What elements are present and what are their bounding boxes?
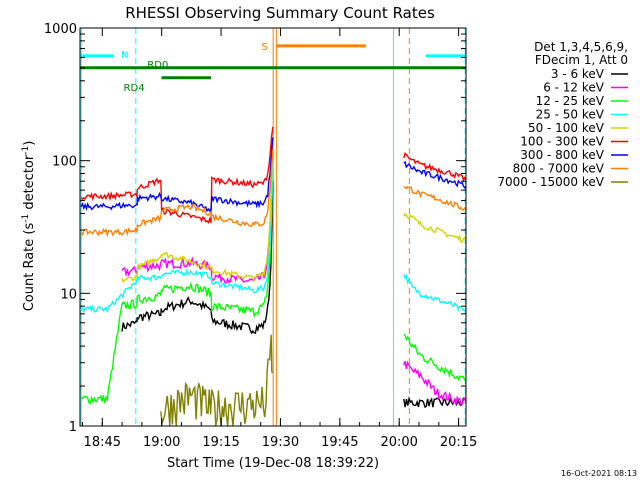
flag-label-n: N [121,50,128,61]
series-line-4 [121,141,274,284]
series-line-2 [403,333,467,382]
series-line-2 [80,166,274,405]
series-line-8 [160,334,274,427]
series-line-4 [403,213,467,243]
y-axis-label-superscript: -1 [21,146,31,155]
y-axis-label: Count Rate (s-1 detector-1) [21,141,37,312]
series-line-7 [403,186,467,211]
x-tick-label: 19:30 [262,435,299,450]
series-line-5 [403,152,467,183]
flag-label-rd4: RD4 [124,83,145,94]
series-line-1 [403,360,467,407]
y-axis-label-part: Count Rate (s [22,223,37,312]
flag-label-s: S [261,42,267,53]
x-tick-label: 20:00 [380,435,417,450]
legend-entry-label: 3 - 6 keV [551,67,605,81]
series-line-7 [80,150,274,238]
x-tick-label: 19:45 [321,435,358,450]
legend-entry-label: 100 - 300 keV [520,135,604,149]
series-line-0 [121,181,274,335]
chart-title: RHESSI Observing Summary Count Rates [125,4,435,22]
series-line-5 [80,126,274,225]
x-tick-label: 20:15 [440,435,477,450]
flag-label-rd0: RD0 [147,60,168,71]
footer-timestamp: 16-Oct-2021 08:13 [561,469,637,478]
x-tick-label: 19:15 [202,435,239,450]
y-tick-label: 10 [60,287,77,302]
legend-entry-label: 300 - 800 keV [520,148,604,162]
x-axis-label: Start Time (19-Dec-08 18:39:22) [167,456,379,471]
plot-area: N RD0 RD4 S [80,28,467,427]
series-line-3 [403,274,467,313]
legend: Det 1,3,4,5,6,9, FDecim 1, Att 0 3 - 6 k… [497,40,628,189]
series-line-6 [403,160,467,189]
y-tick-label: 1 [69,420,77,435]
legend-entry-label: 25 - 50 keV [536,108,605,122]
legend-entry-label: 800 - 7000 keV [513,162,605,176]
x-tick-label: 18:45 [84,435,121,450]
legend-entry-label: 12 - 25 keV [536,94,605,108]
y-axis-label-part: detector [22,154,37,214]
series-line-3 [80,160,274,314]
y-tick-label: 100 [52,155,77,170]
legend-header-line: Det 1,3,4,5,6,9, [534,40,628,54]
y-axis: 1 10 100 1000 [44,22,466,435]
y-axis-label-superscript: -1 [21,214,31,223]
plot-frame [79,27,467,427]
y-tick-label: 1000 [44,22,77,37]
legend-entry-label: 6 - 12 keV [543,81,605,95]
legend-entry-label: 7000 - 15000 keV [497,175,604,189]
x-axis: 18:45 19:00 19:15 19:30 19:45 20:00 20:15 [81,28,477,450]
x-tick-label: 19:00 [143,435,180,450]
legend-header-line: FDecim 1, Att 0 [535,53,628,67]
y-axis-label-part: ) [22,141,37,146]
legend-entry-label: 50 - 100 keV [528,121,605,135]
series-line-6 [80,137,274,213]
